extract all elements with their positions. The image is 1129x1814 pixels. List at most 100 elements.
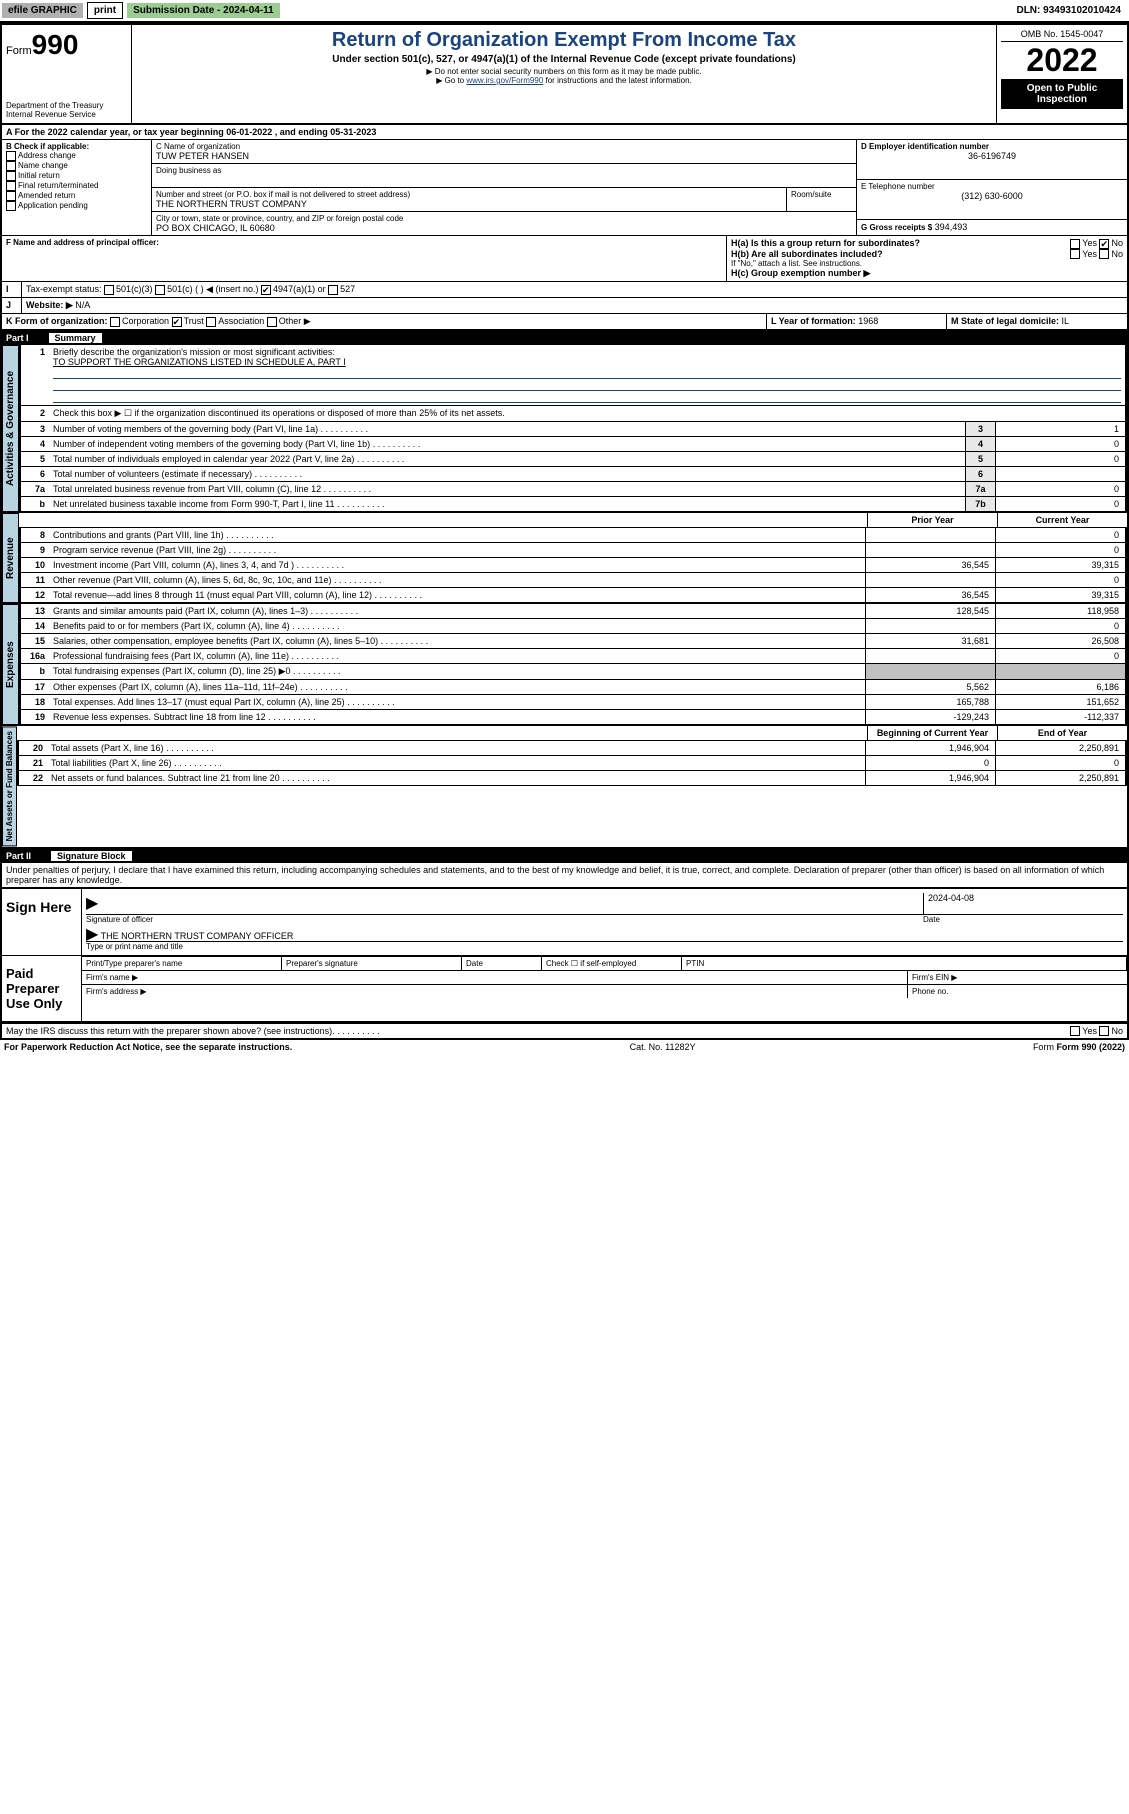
cb-initial-return[interactable]: Initial return <box>6 171 147 181</box>
line-box: 6 <box>965 467 995 481</box>
form-number: 990 <box>32 29 79 60</box>
cb-other[interactable] <box>267 317 277 327</box>
line-value: 0 <box>995 452 1125 466</box>
line-desc: Investment income (Part VIII, column (A)… <box>49 558 865 572</box>
current-value: 0 <box>995 619 1125 633</box>
prior-value <box>865 543 995 557</box>
hb-note: If "No," attach a list. See instructions… <box>731 259 1123 268</box>
submission-date: Submission Date - 2024-04-11 <box>127 3 280 18</box>
line-desc: Total fundraising expenses (Part IX, col… <box>49 664 865 679</box>
prior-value <box>865 528 995 542</box>
cb-application[interactable]: Application pending <box>6 201 147 211</box>
current-value: 118,958 <box>995 604 1125 618</box>
omb-number: OMB No. 1545-0047 <box>1001 29 1123 42</box>
cb-final-return[interactable]: Final return/terminated <box>6 181 147 191</box>
penalty-text: Under penalties of perjury, I declare th… <box>0 863 1129 887</box>
ptin-label: PTIN <box>682 957 1127 970</box>
street-address: THE NORTHERN TRUST COMPANY <box>156 199 782 209</box>
firm-addr-label: Firm's address ▶ <box>82 985 907 998</box>
cb-527[interactable] <box>328 285 338 295</box>
hb-no[interactable] <box>1099 249 1109 259</box>
hc-label: H(c) Group exemption number ▶ <box>731 268 1123 279</box>
current-value: 0 <box>995 573 1125 587</box>
line-desc: Net assets or fund balances. Subtract li… <box>47 771 865 785</box>
prior-value <box>865 573 995 587</box>
d-ein-label: D Employer identification number <box>861 142 1123 151</box>
cb-501c3[interactable] <box>104 285 114 295</box>
subtitle-3: ▶ Go to www.irs.gov/Form990 for instruct… <box>136 76 992 85</box>
hb-label: H(b) Are all subordinates included? <box>731 249 883 260</box>
line-desc: Total revenue—add lines 8 through 11 (mu… <box>49 588 865 602</box>
prior-value: 36,545 <box>865 588 995 602</box>
vert-revenue: Revenue <box>2 513 19 603</box>
print-button[interactable]: print <box>87 2 123 19</box>
cb-501c[interactable] <box>155 285 165 295</box>
irs-link[interactable]: www.irs.gov/Form990 <box>466 76 543 85</box>
line-num: 12 <box>21 588 49 602</box>
prep-check-label[interactable]: Check ☐ if self-employed <box>542 957 682 970</box>
line-value <box>995 467 1125 481</box>
line-num: 8 <box>21 528 49 542</box>
paperwork-notice: For Paperwork Reduction Act Notice, see … <box>4 1042 292 1052</box>
line-num: 10 <box>21 558 49 572</box>
line-desc: Program service revenue (Part VIII, line… <box>49 543 865 557</box>
current-value: 0 <box>995 543 1125 557</box>
website-value: N/A <box>75 300 90 310</box>
line-desc: Professional fundraising fees (Part IX, … <box>49 649 865 663</box>
line-num: 17 <box>21 680 49 694</box>
line-desc: Other expenses (Part IX, column (A), lin… <box>49 680 865 694</box>
cb-amended[interactable]: Amended return <box>6 191 147 201</box>
ha-yes[interactable] <box>1070 239 1080 249</box>
line-num: 20 <box>19 741 47 755</box>
subtitle-1: Under section 501(c), 527, or 4947(a)(1)… <box>136 54 992 65</box>
cb-address-change[interactable]: Address change <box>6 151 147 161</box>
line-desc: Benefits paid to or for members (Part IX… <box>49 619 865 633</box>
i-tax-exempt: Tax-exempt status: <box>26 284 102 294</box>
e-phone-label: E Telephone number <box>861 182 1123 191</box>
section-b-label: B Check if applicable: <box>6 142 147 151</box>
form-990-label: Form990 <box>6 29 127 61</box>
j-website-label: Website: ▶ <box>26 300 73 310</box>
begin-value: 0 <box>865 756 995 770</box>
line-desc: Number of voting members of the governin… <box>49 422 965 436</box>
cb-trust[interactable] <box>172 317 182 327</box>
current-value: 6,186 <box>995 680 1125 694</box>
j-prefix: J <box>2 298 22 313</box>
cb-corp[interactable] <box>110 317 120 327</box>
sig-date-value: 2024-04-08 <box>923 893 1123 914</box>
line2-desc: Check this box ▶ ☐ if the organization d… <box>49 406 1125 421</box>
end-value: 2,250,891 <box>995 771 1125 785</box>
c-name-label: C Name of organization <box>156 142 852 151</box>
dept-treasury: Department of the Treasury <box>6 101 127 110</box>
line-box: 7b <box>965 497 995 511</box>
ha-no[interactable] <box>1099 239 1109 249</box>
cb-4947[interactable] <box>261 285 271 295</box>
efile-graphic-button[interactable]: efile GRAPHIC <box>2 3 83 18</box>
year-formation: 1968 <box>858 316 878 326</box>
line-box: 3 <box>965 422 995 436</box>
cb-name-change[interactable]: Name change <box>6 161 147 171</box>
line-num: 14 <box>21 619 49 633</box>
prep-name-label: Print/Type preparer's name <box>82 957 282 970</box>
sig-officer-label: Signature of officer <box>86 915 923 924</box>
sig-arrow2-icon: ▶ <box>86 926 98 943</box>
may-irs-yes[interactable] <box>1070 1026 1080 1036</box>
phone-no-label: Phone no. <box>907 985 1127 998</box>
prior-value: -129,243 <box>865 710 995 724</box>
col-end: End of Year <box>997 726 1127 740</box>
line-num: 13 <box>21 604 49 618</box>
current-value: 39,315 <box>995 588 1125 602</box>
line-desc: Total assets (Part X, line 16) <box>47 741 865 755</box>
may-irs-no[interactable] <box>1099 1026 1109 1036</box>
k-form-org-label: K Form of organization: <box>6 316 108 326</box>
m-state-label: M State of legal domicile: <box>951 316 1059 326</box>
line-desc: Number of independent voting members of … <box>49 437 965 451</box>
line-num: 7a <box>21 482 49 496</box>
cb-assoc[interactable] <box>206 317 216 327</box>
officer-typed-name: THE NORTHERN TRUST COMPANY OFFICER <box>101 931 294 941</box>
line-desc: Revenue less expenses. Subtract line 18 … <box>49 710 865 724</box>
prior-value: 5,562 <box>865 680 995 694</box>
hb-yes[interactable] <box>1070 249 1080 259</box>
line-num: 3 <box>21 422 49 436</box>
addr-label: Number and street (or P.O. box if mail i… <box>156 190 782 199</box>
